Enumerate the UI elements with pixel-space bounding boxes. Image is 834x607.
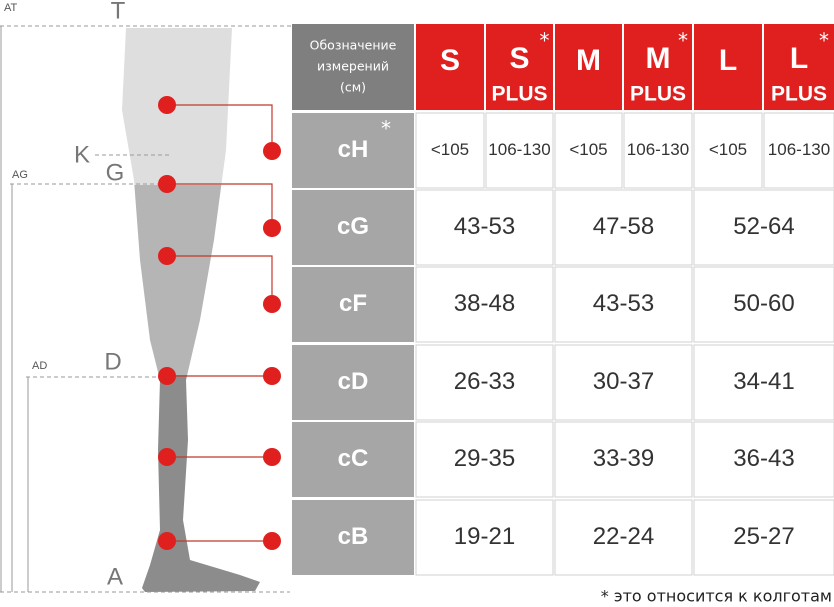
row-label: cC [338, 445, 369, 472]
value: 25-27 [733, 523, 794, 550]
value-cell [415, 344, 554, 421]
value-cell [693, 421, 834, 498]
value-cell [693, 266, 834, 343]
leg-label: K [74, 141, 90, 168]
leg-label: G [106, 159, 125, 186]
row-label-cell [292, 113, 414, 188]
size-star: * [540, 29, 550, 53]
value: <105 [431, 140, 469, 159]
value-cell [415, 112, 485, 189]
row-star: * [381, 117, 391, 141]
value-cell [554, 189, 693, 266]
value-cell [415, 421, 554, 498]
value: 38-48 [454, 290, 515, 317]
size-label: L [790, 42, 808, 75]
value-cell [693, 499, 834, 576]
value-cell [693, 344, 834, 421]
value: 43-53 [454, 213, 515, 240]
value-cell [554, 344, 693, 421]
size-label: L [719, 44, 737, 77]
size-cell [486, 24, 553, 110]
value: 19-21 [454, 523, 515, 550]
row-label-cell [292, 422, 414, 497]
size-plus: PLUS [771, 83, 827, 106]
row-label: cF [339, 290, 367, 317]
size-plus: PLUS [630, 83, 686, 106]
value-cell [763, 112, 834, 189]
leg-label: AT [4, 2, 18, 14]
size-cell [624, 24, 692, 110]
row-label-cell [292, 500, 414, 575]
row-label: cG [337, 213, 369, 240]
value-cell [693, 189, 834, 266]
size-cell [555, 24, 622, 110]
value: 36-43 [733, 445, 794, 472]
size-label: S [509, 42, 529, 75]
value: 50-60 [733, 290, 794, 317]
value: 106-130 [768, 140, 830, 159]
value-cell [623, 112, 693, 189]
value-cell [415, 189, 554, 266]
header-title-cell [292, 24, 414, 110]
value-cell [415, 499, 554, 576]
row-label-cell [292, 345, 414, 420]
row-label: cH [338, 136, 369, 163]
value: 30-37 [593, 368, 654, 395]
header-title: Обозначение [310, 38, 397, 53]
value: 33-39 [593, 445, 654, 472]
value: 34-41 [733, 368, 794, 395]
value: 47-58 [593, 213, 654, 240]
value: 52-64 [733, 213, 794, 240]
value: 22-24 [593, 523, 654, 550]
size-label: M [576, 44, 601, 77]
value-cell [554, 266, 693, 343]
dots [158, 96, 281, 550]
value: <105 [709, 140, 747, 159]
row-label: cD [338, 368, 369, 395]
value: 43-53 [593, 290, 654, 317]
leg-label: D [104, 348, 121, 375]
size-star: * [819, 29, 829, 53]
value: 29-35 [454, 445, 515, 472]
value-cell [554, 112, 623, 189]
leg [122, 28, 260, 592]
leg-label: AG [12, 169, 28, 181]
size-plus: PLUS [491, 83, 547, 106]
footnote: * это относится к колготам [601, 587, 832, 606]
header-title: (см) [340, 80, 366, 95]
connectors [167, 104, 273, 542]
header-title: измерений [317, 59, 389, 74]
value-cell [415, 266, 554, 343]
value: 26-33 [454, 368, 515, 395]
leg-label: T [111, 0, 126, 24]
size-star: * [678, 29, 688, 53]
value-cell [554, 499, 693, 576]
value-cell [554, 421, 693, 498]
value-cell [485, 112, 554, 189]
size-label: M [646, 42, 671, 75]
value-cell [693, 112, 763, 189]
size-cell [764, 24, 834, 110]
size-cell [694, 24, 762, 110]
row-label-cell [292, 190, 414, 265]
row-label: cB [338, 523, 369, 550]
leg-label: A [107, 563, 123, 590]
value: 106-130 [488, 140, 550, 159]
value: <105 [569, 140, 607, 159]
size-cell [416, 24, 484, 110]
row-label-cell [292, 267, 414, 342]
value: 106-130 [627, 140, 689, 159]
guide-lines [0, 25, 300, 593]
leg-label: AD [32, 360, 47, 372]
size-label: S [440, 44, 460, 77]
